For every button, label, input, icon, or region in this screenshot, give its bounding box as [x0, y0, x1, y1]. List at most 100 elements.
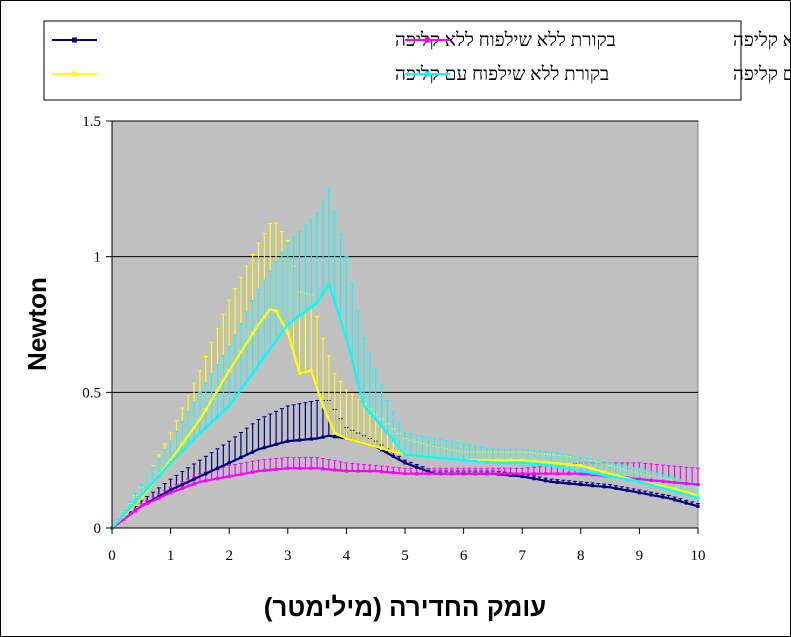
legend-label: בקורת ללא שילפוח ללא קליפה — [395, 30, 616, 51]
data-point — [251, 332, 255, 336]
data-point — [391, 449, 395, 454]
data-point — [204, 479, 208, 483]
data-point — [251, 371, 255, 375]
x-tick-label: 4 — [343, 548, 351, 564]
data-point — [297, 438, 302, 442]
x-ticks: 0 1 2 3 4 5 6 7 8 9 10 — [108, 528, 706, 564]
data-point — [309, 305, 313, 309]
data-point — [661, 479, 665, 483]
data-point — [262, 468, 266, 473]
data-point — [251, 470, 255, 474]
data-point — [145, 487, 149, 491]
data-point — [602, 485, 606, 489]
data-point — [520, 472, 524, 476]
data-point — [602, 470, 606, 474]
data-point — [333, 468, 337, 472]
data-point — [309, 466, 313, 470]
data-point — [555, 461, 559, 466]
data-point — [309, 437, 313, 441]
data-point — [696, 482, 700, 487]
data-point — [508, 458, 513, 462]
data-point — [192, 477, 196, 481]
data-point — [426, 469, 431, 474]
legend-label: ביקורת משולפחת עם קליפה — [733, 64, 791, 85]
data-point — [180, 486, 184, 490]
data-point — [544, 472, 548, 476]
data-point — [333, 431, 337, 435]
data-point — [520, 458, 524, 462]
data-point — [672, 498, 677, 502]
legend-box — [43, 20, 742, 101]
data-point — [391, 438, 395, 442]
x-tick-label: 0 — [108, 548, 116, 564]
data-point — [274, 467, 278, 471]
data-point — [590, 467, 595, 471]
data-point — [169, 491, 173, 495]
data-point — [391, 471, 395, 475]
data-point — [508, 472, 513, 476]
data-point — [626, 478, 630, 482]
x-tick-label: 1 — [167, 548, 175, 564]
data-point — [192, 437, 196, 441]
data-point — [684, 493, 688, 497]
data-point — [368, 469, 372, 473]
data-point — [122, 517, 126, 521]
data-point — [344, 436, 348, 441]
data-point — [297, 371, 302, 375]
data-point — [286, 439, 290, 443]
data-point — [157, 494, 161, 499]
data-point — [450, 457, 454, 461]
data-point — [262, 446, 266, 450]
data-point — [227, 404, 231, 408]
data-point — [169, 488, 173, 492]
data-point — [204, 408, 208, 412]
y-ticks: 0 0.5 1 1.5 — [82, 114, 112, 537]
data-point — [567, 462, 571, 467]
data-point — [286, 322, 290, 327]
data-point — [368, 411, 372, 415]
data-point — [696, 496, 700, 500]
data-point — [368, 443, 372, 447]
data-point — [286, 331, 290, 335]
data-point — [684, 490, 688, 494]
data-point — [544, 479, 548, 483]
data-point — [321, 404, 325, 408]
x-tick-label: 10 — [691, 548, 706, 564]
data-point — [579, 469, 583, 473]
data-point — [227, 461, 231, 465]
x-tick-label: 2 — [225, 548, 233, 564]
data-point — [579, 482, 583, 487]
data-point — [637, 480, 641, 484]
legend-marker — [72, 37, 77, 43]
data-point — [356, 381, 360, 385]
data-point — [274, 309, 278, 313]
data-point — [508, 473, 513, 477]
x-tick-label: 5 — [401, 548, 409, 564]
data-point — [661, 484, 665, 488]
data-point — [649, 483, 653, 487]
legend-label: בקורת משולפחת ללא קליפה — [733, 30, 791, 51]
x-tick-label: 8 — [577, 548, 585, 564]
x-axis-title: עומק החדירה (מילימטר) — [264, 592, 547, 622]
data-point — [661, 486, 665, 490]
data-point — [227, 369, 231, 373]
data-point — [251, 450, 255, 454]
data-point — [403, 461, 407, 465]
data-point — [626, 488, 630, 493]
data-point — [415, 472, 419, 476]
data-point — [637, 477, 641, 481]
data-point — [356, 469, 360, 473]
data-point — [133, 509, 138, 513]
data-point — [672, 490, 677, 494]
data-point — [122, 513, 126, 517]
data-point — [215, 388, 220, 392]
data-point — [450, 472, 454, 476]
y-tick-label: 1 — [94, 250, 102, 266]
data-point — [614, 475, 618, 480]
data-point — [438, 472, 442, 476]
data-point — [274, 442, 278, 447]
data-point — [344, 336, 348, 340]
data-point — [438, 456, 442, 460]
data-point — [215, 466, 220, 470]
data-point — [333, 300, 337, 304]
